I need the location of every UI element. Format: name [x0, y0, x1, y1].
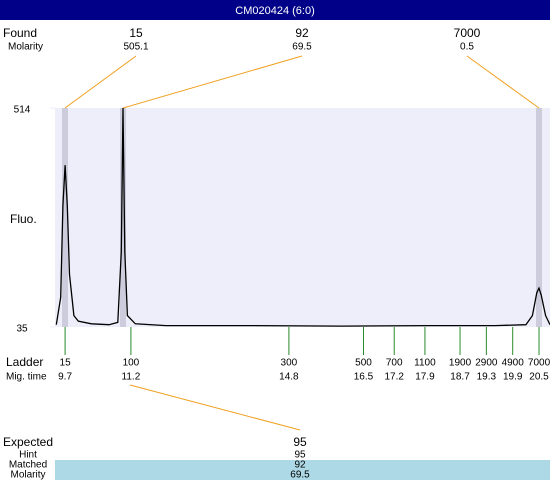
mig-time: 16.5 [354, 372, 374, 383]
mig-time: 19.9 [503, 372, 523, 383]
mig-time: 20.5 [529, 372, 549, 383]
match-band [55, 460, 550, 480]
connector [122, 55, 303, 109]
mig-time: 11.2 [122, 372, 141, 383]
connector [129, 384, 301, 431]
title-bar [0, 0, 550, 20]
found-size: 92 [295, 26, 309, 40]
mig-time: 18.7 [450, 372, 470, 383]
peak-band [120, 108, 126, 327]
time-label: Mig. time [6, 372, 47, 383]
peak-band [62, 108, 68, 327]
ladder-size: 500 [355, 358, 372, 369]
ladder-size: 1900 [449, 358, 472, 369]
found-size: 15 [129, 26, 143, 40]
expected-row-label: Matched [9, 460, 47, 471]
y-tick-label: 514 [14, 105, 31, 116]
expected-row-label: Hint [19, 450, 37, 461]
plot-area [55, 108, 550, 327]
ladder-size: 4900 [502, 358, 525, 369]
expected-value: 95 [293, 435, 307, 449]
ladder-size: 15 [60, 358, 72, 369]
ladder-size: 1100 [414, 358, 436, 369]
mig-time: 19.3 [477, 372, 497, 383]
mig-time: 17.2 [384, 372, 404, 383]
found-molarity: 0.5 [460, 42, 474, 53]
expected-row-label: Molarity [10, 470, 45, 480]
found-size: 7000 [454, 26, 481, 40]
title: CM020424 (6:0) [235, 5, 315, 17]
expected-row-value: 92 [294, 460, 306, 471]
ladder-size: 2900 [475, 358, 498, 369]
found-label: Found [3, 26, 37, 40]
ladder-size: 700 [386, 358, 403, 369]
mig-time: 14.8 [279, 372, 299, 383]
ladder-size: 7000 [528, 358, 550, 369]
connector [64, 55, 137, 109]
ladder-size: 100 [123, 358, 140, 369]
ladder-label: Ladder [6, 355, 43, 369]
found-molarity: 505.1 [123, 42, 148, 53]
y-axis-label: Fluo. [10, 212, 37, 226]
expected-label: Expected [3, 435, 53, 449]
peak-band [536, 108, 542, 327]
y-tick-label: 35 [16, 324, 28, 335]
mig-time: 17.9 [415, 372, 435, 383]
trace [55, 107, 550, 327]
expected-row-value: 69.5 [290, 470, 310, 480]
connector [466, 55, 540, 109]
molarity-label: Molarity [8, 42, 43, 53]
found-molarity: 69.5 [292, 42, 312, 53]
ladder-size: 300 [281, 358, 298, 369]
mig-time: 9.7 [58, 372, 72, 383]
expected-row-value: 95 [294, 450, 306, 461]
